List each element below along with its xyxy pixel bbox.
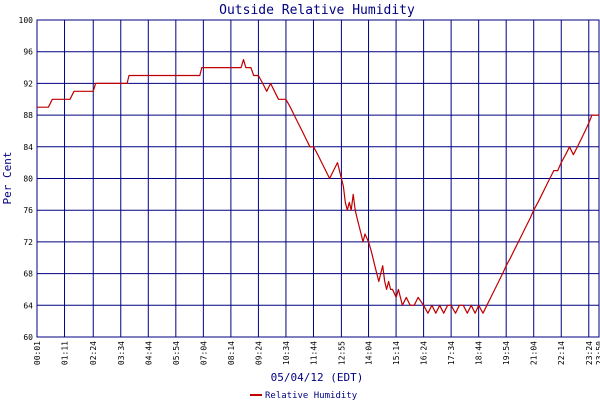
y-tick-label: 88 [23, 111, 33, 120]
y-tick-label: 100 [19, 16, 34, 25]
y-tick-labels: 60 64 68 72 76 80 84 88 92 96 100 [19, 16, 34, 342]
x-tick-label: 01:11 [61, 341, 70, 365]
legend-label: Relative Humidity [265, 391, 358, 400]
y-tick-label: 96 [23, 48, 33, 57]
x-tick-label: 23:24 [585, 341, 594, 365]
x-tick-label: 03:34 [117, 341, 126, 365]
x-tick-label: 17:34 [447, 341, 456, 365]
x-tick-label: 21:04 [530, 341, 539, 365]
y-tick-label: 60 [23, 333, 33, 342]
x-tick-label: 22:14 [557, 341, 566, 365]
y-tick-label: 64 [23, 301, 33, 310]
x-tick-label: 18:44 [475, 341, 484, 365]
y-tick-label: 84 [23, 143, 33, 152]
y-tick-label: 76 [23, 206, 33, 215]
x-tick-label: 05:54 [172, 341, 181, 365]
x-tick-label: 09:24 [254, 341, 263, 365]
x-tick-label: 16:24 [420, 341, 429, 365]
x-tick-label: 00:01 [33, 341, 42, 365]
x-tick-label: 14:04 [365, 341, 374, 365]
y-tick-label: 80 [23, 175, 33, 184]
x-tick-label: 23:50 [595, 341, 600, 365]
series-line-relative-humidity [37, 58, 599, 314]
x-tick-label: 04:44 [144, 341, 153, 365]
y-tick-label: 72 [23, 238, 33, 247]
y-axis-title: Per Cent [1, 152, 14, 205]
x-tick-label: 10:34 [282, 341, 291, 365]
x-tick-label: 19:54 [502, 341, 511, 365]
x-tick-label: 12:55 [337, 341, 346, 365]
x-tick-labels: 00:01 01:11 02:24 03:34 04:44 05:54 07:04 08:14… [33, 341, 600, 365]
legend: Relative Humidity [250, 391, 358, 400]
x-tick-label: 08:14 [227, 341, 236, 365]
plot-area-border [36, 19, 600, 338]
x-tick-label: 11:44 [309, 341, 318, 365]
chart-title: Outside Relative Humidity [219, 3, 415, 18]
x-axis-title: 05/04/12 (EDT) [271, 371, 364, 384]
grid-lines [36, 19, 600, 338]
y-tick-label: 92 [23, 79, 33, 88]
x-tick-label: 02:24 [89, 341, 98, 365]
x-tick-label: 07:04 [199, 341, 208, 365]
x-tick-label: 15:14 [392, 341, 401, 365]
y-tick-label: 68 [23, 270, 33, 279]
series-layer [37, 58, 599, 314]
